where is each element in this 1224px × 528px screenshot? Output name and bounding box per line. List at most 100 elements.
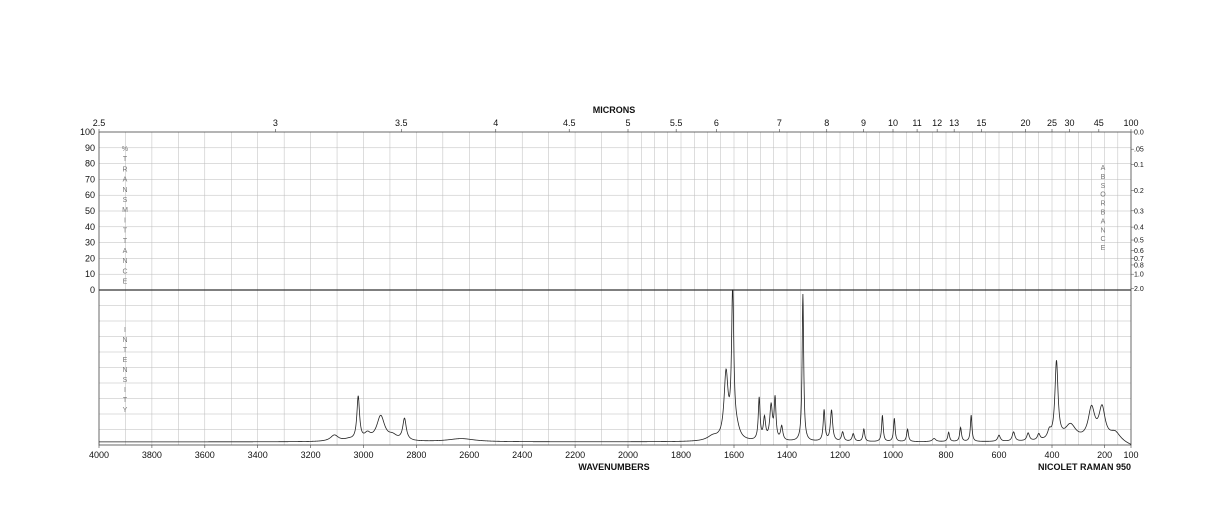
bottom-tick-label: 100 xyxy=(1123,450,1138,460)
vertical-letter: N xyxy=(122,337,127,344)
vertical-letter: R xyxy=(122,166,127,173)
right-tick-label: 0.8 xyxy=(1134,262,1144,269)
top-tick-label: 100 xyxy=(1123,118,1138,128)
bottom-tick-label: 1400 xyxy=(777,450,797,460)
top-tick-label: 7 xyxy=(777,118,782,128)
vertical-letter: I xyxy=(124,327,126,334)
bottom-axis-title: WAVENUMBERS xyxy=(578,462,649,472)
bottom-tick-label: 800 xyxy=(938,450,953,460)
bottom-tick-label: 1000 xyxy=(883,450,903,460)
right-tick-label: 0.5 xyxy=(1134,238,1144,245)
axis-labels: 4000 3800 3600 3400 3200 3000 2800 2600 2400 2200… xyxy=(80,118,1144,460)
vertical-letter: I xyxy=(124,217,126,224)
vertical-letter: % xyxy=(122,146,128,153)
top-axis-title: MICRONS xyxy=(593,105,636,115)
top-tick-label: 9 xyxy=(861,118,866,128)
right-tick-label: 0.0 xyxy=(1134,130,1144,137)
vertical-letter: A xyxy=(123,177,128,184)
left-tick-label: 40 xyxy=(85,222,95,232)
vertical-letter: C xyxy=(122,268,127,275)
vertical-letter: I xyxy=(124,387,126,394)
left-tick-label: 50 xyxy=(85,206,95,216)
right-tick-label: 0.6 xyxy=(1134,248,1144,255)
vertical-letter: S xyxy=(1101,183,1106,190)
top-tick-label: 8 xyxy=(824,118,829,128)
bottom-tick-label: 3600 xyxy=(195,450,215,460)
right-tick-label: 0.2 xyxy=(1134,188,1144,195)
vertical-letter: E xyxy=(123,279,128,286)
top-tick-label: 30 xyxy=(1065,118,1075,128)
bottom-tick-label: 600 xyxy=(991,450,1006,460)
bottom-tick-label: 400 xyxy=(1044,450,1059,460)
top-tick-label: 4 xyxy=(493,118,498,128)
vertical-letter: B xyxy=(1101,210,1106,217)
left-tick-label: 60 xyxy=(85,190,95,200)
vertical-letter: R xyxy=(1100,201,1105,208)
top-tick-label: 15 xyxy=(976,118,986,128)
vertical-letter: O xyxy=(1100,192,1106,199)
vertical-letter: E xyxy=(123,357,128,364)
top-tick-label: 2.5 xyxy=(93,118,106,128)
vertical-letter: N xyxy=(122,187,127,194)
left-tick-label: 100 xyxy=(80,127,95,137)
left-tick-label: 0 xyxy=(90,285,95,295)
right-tick-label: 0.3 xyxy=(1134,208,1144,215)
top-tick-label: 4.5 xyxy=(563,118,576,128)
left-tick-label: 90 xyxy=(85,143,95,153)
bottom-tick-label: 1200 xyxy=(830,450,850,460)
vertical-letter: T xyxy=(123,238,128,245)
top-tick-label: 6 xyxy=(714,118,719,128)
vertical-letter: A xyxy=(123,248,128,255)
top-tick-label: 20 xyxy=(1020,118,1030,128)
top-tick-label: 25 xyxy=(1047,118,1057,128)
bottom-tick-label: 1600 xyxy=(724,450,744,460)
top-tick-label: 13 xyxy=(949,118,959,128)
vertical-letter: A xyxy=(1101,218,1106,225)
instrument-label: NICOLET RAMAN 950 xyxy=(1038,462,1131,472)
bottom-tick-label: 2600 xyxy=(459,450,479,460)
plot-border xyxy=(98,131,1132,446)
top-tick-label: 11 xyxy=(912,118,921,128)
right-tick-label: 2.0 xyxy=(1134,286,1144,293)
bottom-tick-label: 3200 xyxy=(301,450,321,460)
vertical-letter: S xyxy=(123,377,128,384)
left-tick-label: 10 xyxy=(85,269,95,279)
left-tick-label: 30 xyxy=(85,238,95,248)
vertical-letter: T xyxy=(123,347,128,354)
vertical-letter: T xyxy=(123,156,128,163)
top-tick-label: 5 xyxy=(625,118,630,128)
bottom-tick-label: 1800 xyxy=(671,450,691,460)
vertical-letter: T xyxy=(123,228,128,235)
bottom-tick-label: 2000 xyxy=(618,450,638,460)
top-tick-label: 3.5 xyxy=(395,118,408,128)
bottom-tick-label: 3800 xyxy=(142,450,162,460)
vertical-letter: A xyxy=(1101,165,1106,172)
left-tick-label: 80 xyxy=(85,159,95,169)
bottom-tick-label: 200 xyxy=(1097,450,1112,460)
bottom-tick-label: 2200 xyxy=(565,450,585,460)
spectrum-line xyxy=(99,289,1132,445)
right-tick-label: 0.4 xyxy=(1134,225,1144,232)
vertical-letter: E xyxy=(1101,245,1106,252)
vertical-letter: Y xyxy=(123,407,128,414)
top-tick-label: 12 xyxy=(932,118,942,128)
plot-frame xyxy=(98,129,1134,448)
top-tick-label: 45 xyxy=(1094,118,1104,128)
bottom-tick-label: 4000 xyxy=(89,450,109,460)
vertical-letter: T xyxy=(123,397,128,404)
vertical-letter: N xyxy=(1100,227,1105,234)
vertical-letter: C xyxy=(1100,236,1105,243)
grid xyxy=(99,132,1131,445)
bottom-tick-label: 2800 xyxy=(406,450,426,460)
bottom-tick-label: 2400 xyxy=(512,450,532,460)
vertical-letter: N xyxy=(122,367,127,374)
top-tick-label: 5.5 xyxy=(670,118,683,128)
right-tick-label: .05 xyxy=(1134,147,1144,154)
vertical-letter: B xyxy=(1101,174,1106,181)
vertical-letter: N xyxy=(122,258,127,265)
vertical-letter: M xyxy=(122,207,128,214)
